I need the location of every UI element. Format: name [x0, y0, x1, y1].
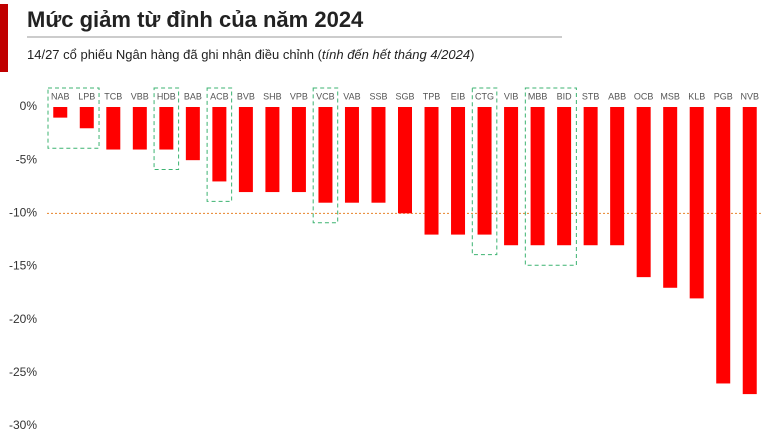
x-tick-label: TCB [104, 91, 122, 101]
x-tick-label: BVB [237, 91, 255, 101]
chart-title: Mức giảm từ đỉnh của năm 2024 [27, 7, 364, 32]
bar [610, 107, 625, 246]
chart-subtitle: 14/27 cổ phiếu Ngân hàng đã ghi nhận điề… [27, 47, 474, 62]
bar [398, 107, 412, 214]
x-tick-label: BID [557, 91, 573, 101]
x-tick-label: TPB [423, 91, 441, 101]
highlight-box [47, 87, 100, 149]
y-tick-label: -30% [9, 418, 37, 432]
bar [583, 107, 598, 246]
bar [79, 107, 94, 129]
bar [424, 107, 439, 235]
x-tick-label: BAB [184, 91, 202, 101]
bar [663, 107, 678, 288]
y-tick-label: -15% [9, 259, 37, 273]
y-tick-label: -20% [9, 312, 37, 326]
y-tick-label: 0% [20, 99, 38, 113]
subtitle-text: 14/27 cổ phiếu Ngân hàng đã ghi nhận điề… [27, 47, 323, 62]
bar [689, 107, 704, 299]
x-tick-label: SHB [263, 91, 282, 101]
bar [132, 107, 147, 150]
subtitle-italic: tính đến hết tháng 4/2024 [322, 47, 470, 62]
bar [477, 107, 492, 235]
y-tick-label: -25% [9, 365, 37, 379]
highlight-box [312, 87, 339, 224]
x-tick-label: EIB [451, 91, 466, 101]
bar [716, 107, 731, 384]
y-tick-label: -5% [16, 152, 38, 166]
x-tick-label: VCB [316, 91, 335, 101]
bar [742, 107, 757, 395]
x-tick-label: STB [582, 91, 600, 101]
highlight-box [153, 87, 180, 171]
bar [371, 107, 386, 203]
x-tick-label: MSB [660, 91, 680, 101]
bar [504, 107, 519, 246]
x-tick-label: ACB [210, 91, 229, 101]
bar [291, 107, 306, 193]
bar [530, 107, 545, 246]
bar [53, 107, 68, 118]
x-tick-label: NVB [740, 91, 759, 101]
x-tick-label: VPB [290, 91, 308, 101]
x-tick-label: VBB [131, 91, 149, 101]
x-tick-label: SGB [395, 91, 414, 101]
bar [557, 107, 572, 246]
bar [636, 107, 651, 278]
x-tick-label: NAB [51, 91, 70, 101]
bar [344, 107, 359, 203]
highlight-box [206, 87, 233, 202]
x-tick-label: KLB [688, 91, 705, 101]
x-tick-label: LPB [78, 91, 95, 101]
x-tick-label: ABB [608, 91, 626, 101]
subtitle-end: ) [470, 47, 474, 62]
bar [159, 107, 174, 150]
accent-bar [0, 4, 8, 72]
x-tick-label: HDB [157, 91, 176, 101]
highlight-box [471, 87, 498, 256]
x-tick-label: SSB [369, 91, 387, 101]
bar [185, 107, 200, 161]
bar [106, 107, 121, 150]
x-tick-label: CTG [475, 91, 494, 101]
y-tick-label: -10% [9, 206, 37, 220]
x-tick-label: PGB [714, 91, 733, 101]
bar [318, 107, 333, 203]
x-tick-label: VAB [343, 91, 360, 101]
x-tick-label: OCB [634, 91, 654, 101]
bar [212, 107, 227, 182]
x-tick-label: VIB [504, 91, 519, 101]
highlight-box [524, 87, 577, 266]
x-tick-label: MBB [528, 91, 548, 101]
bar [451, 107, 466, 235]
bar [238, 107, 253, 193]
bar [265, 107, 280, 193]
